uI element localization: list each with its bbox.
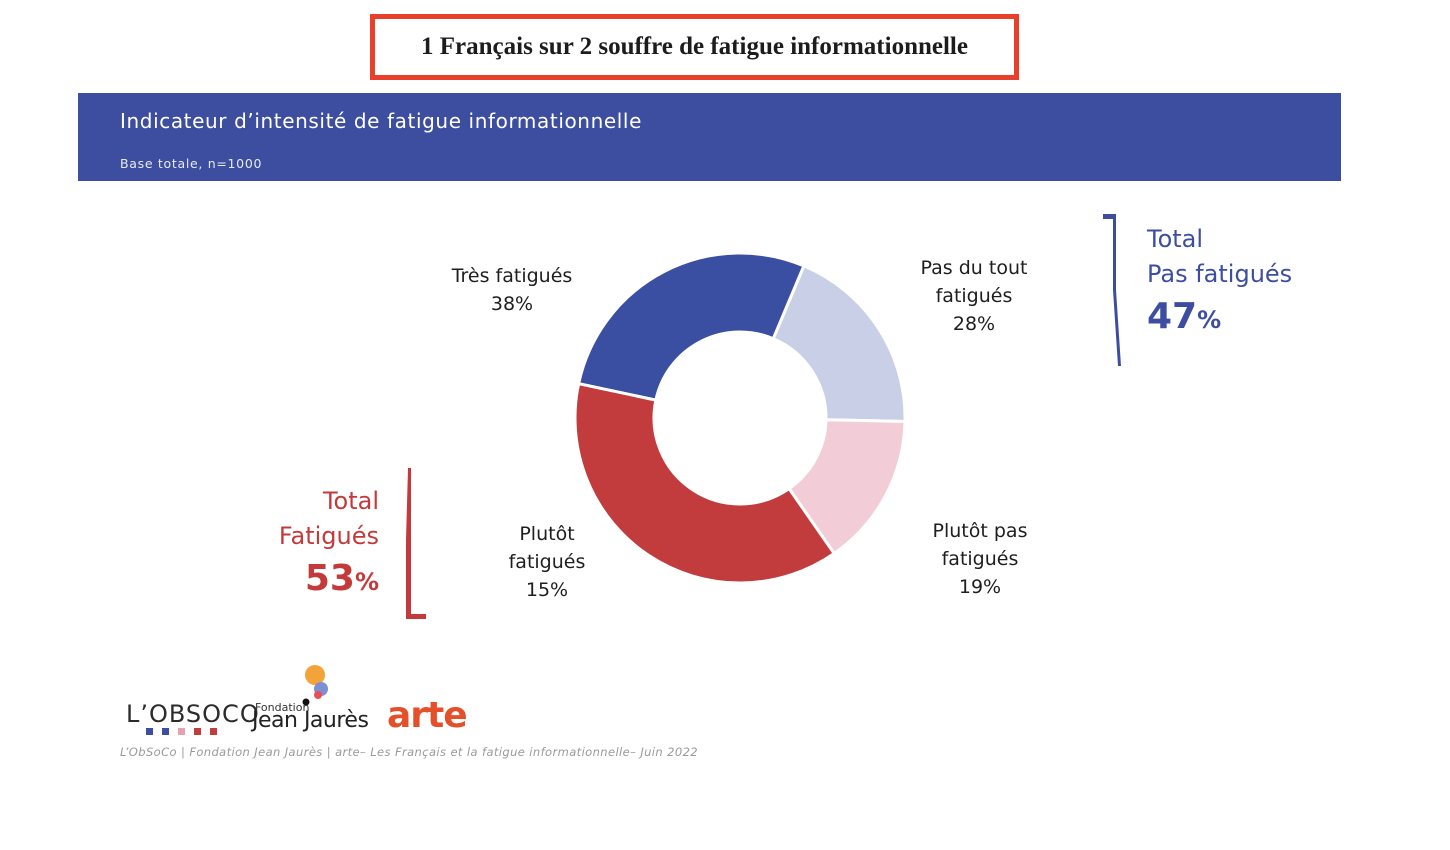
obsoco-logo: L’OBSOCO xyxy=(126,700,260,728)
chart-subtitle: Base totale, n=1000 xyxy=(120,156,263,171)
slice-label-text: Plutôt xyxy=(519,523,575,545)
donut-slice-plutot-pas xyxy=(771,263,907,423)
total-pas-fatigues-bracket xyxy=(1103,214,1121,366)
slice-label-text: Pas du tout xyxy=(920,257,1028,279)
total-pas-fatigues-unit: % xyxy=(1197,306,1222,334)
logo-dot xyxy=(146,728,153,735)
slice-value-label: 28% xyxy=(952,313,996,335)
slice-value-label: 19% xyxy=(958,576,1002,598)
slice-value-label: 38% xyxy=(490,293,534,315)
logo-dot xyxy=(194,728,201,735)
total-pas-fatigues-line1: Total xyxy=(1147,225,1204,253)
total-fatigues-unit: % xyxy=(354,568,379,596)
total-pas-fatigues: Total Pas fatigués 47% xyxy=(1147,222,1292,342)
arte-logo: arte xyxy=(387,695,468,736)
total-fatigues-bracket xyxy=(406,468,426,619)
slice-label-text: Très fatigués xyxy=(451,265,573,287)
logo-dot xyxy=(210,728,217,735)
donut-slice-tres xyxy=(573,381,837,585)
slice-label-text: fatigués xyxy=(508,551,586,573)
chart-banner: Indicateur d’intensité de fatigue inform… xyxy=(78,93,1341,181)
footer-source: L’ObSoCo | Fondation Jean Jaurès | arte–… xyxy=(120,745,699,759)
slice-label-plutot: Plutôt fatigués 15% xyxy=(509,520,586,604)
total-pas-fatigues-line2: Pas fatigués xyxy=(1147,260,1293,288)
total-fatigues: Total Fatigués 53% xyxy=(279,484,379,604)
fjj-logo-mark xyxy=(302,665,328,706)
fjj-logo-small: Fondation xyxy=(255,701,310,714)
slice-label-text: fatigués xyxy=(935,285,1013,307)
headline-box: 1 Français sur 2 souffre de fatigue info… xyxy=(370,14,1019,80)
slice-label-pas-du-tout: Pas du tout fatigués 28% xyxy=(921,254,1028,338)
total-fatigues-line1: Total xyxy=(322,487,379,515)
slice-label-text: Plutôt pas xyxy=(932,520,1028,542)
headline: 1 Français sur 2 souffre de fatigue info… xyxy=(421,33,968,60)
slice-value-label: 15% xyxy=(525,579,569,601)
obsoco-logo-dots xyxy=(146,728,217,735)
fjj-logo-big: Jean Jaurès xyxy=(252,708,369,733)
slice-label-text: fatigués xyxy=(941,548,1019,570)
logo-dot xyxy=(178,728,185,735)
slice-label-tres: Très fatigués 38% xyxy=(452,262,573,318)
slice-label-plutot-pas: Plutôt pas fatigués 19% xyxy=(933,517,1028,601)
logo-dot xyxy=(162,728,169,735)
donut-slice-pas-du-tout xyxy=(576,251,806,402)
total-pas-fatigues-value: 47 xyxy=(1147,296,1198,337)
total-fatigues-line2: Fatigués xyxy=(278,522,379,550)
total-fatigues-value: 53 xyxy=(304,558,355,599)
chart-title: Indicateur d’intensité de fatigue inform… xyxy=(120,109,642,133)
